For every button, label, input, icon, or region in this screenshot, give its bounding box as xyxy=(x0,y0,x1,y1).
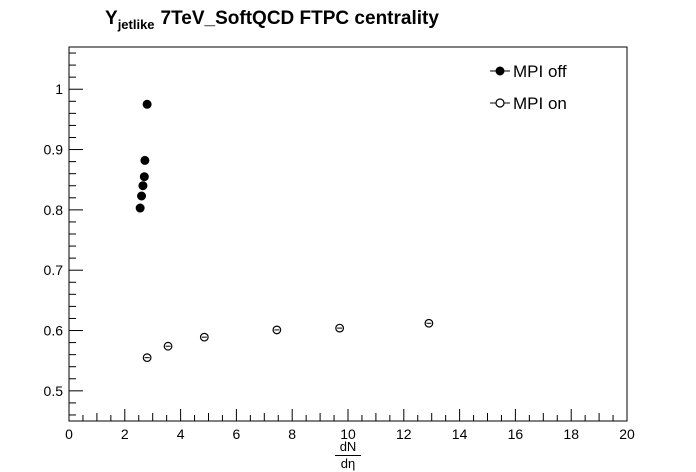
mpi-off-point xyxy=(140,155,150,165)
mpi-off-point xyxy=(135,203,145,213)
chart-title: Yjetlike 7TeV_SoftQCD FTPC centrality xyxy=(105,8,439,32)
x-axis-label-numerator: dN xyxy=(339,439,357,454)
y-tick-label: 0.6 xyxy=(44,323,64,339)
x-axis-label-denominator: dη xyxy=(340,456,356,471)
x-tick-label: 12 xyxy=(396,426,412,442)
title-rest: 7TeV_SoftQCD FTPC centrality xyxy=(160,8,439,29)
title-subscript: jetlike xyxy=(117,17,155,32)
x-axis-label: dN dη xyxy=(335,440,361,471)
legend-mpi-off-label: MPI off xyxy=(513,62,567,81)
legend: MPI off MPI on xyxy=(490,62,567,113)
mpi-off-point xyxy=(142,99,152,109)
fraction-line xyxy=(335,455,361,456)
title-main: Y xyxy=(105,8,118,29)
y-tick-label: 1 xyxy=(55,81,63,97)
x-tick-label: 18 xyxy=(563,426,579,442)
legend-mpi-on-marker xyxy=(495,98,505,108)
mpi-off-point xyxy=(137,191,147,201)
y-tick-label: 0.7 xyxy=(44,262,64,278)
mpi-off-point xyxy=(138,181,148,191)
data-markers xyxy=(135,99,434,363)
legend-mpi-on-label: MPI on xyxy=(513,94,567,113)
x-tick-label: 16 xyxy=(508,426,524,442)
x-tick-label: 6 xyxy=(233,426,241,442)
x-tick-label: 0 xyxy=(65,426,73,442)
x-tick-label: 2 xyxy=(121,426,129,442)
y-tick-label: 0.9 xyxy=(44,142,64,158)
x-tick-label: 10 xyxy=(340,426,356,442)
legend-mpi-off-marker xyxy=(495,66,505,76)
x-tick-label: 20 xyxy=(619,426,635,442)
x-tick-label: 14 xyxy=(452,426,468,442)
y-axis: 0.5 0.6 0.7 0.8 0.9 1 xyxy=(44,52,83,416)
y-tick-label: 0.5 xyxy=(44,383,64,399)
mpi-off-point xyxy=(139,172,149,182)
x-tick-label: 4 xyxy=(177,426,185,442)
x-tick-label: 8 xyxy=(288,426,296,442)
y-tick-label: 0.8 xyxy=(44,202,64,218)
x-axis: 0 2 4 6 8 10 12 14 16 18 20 xyxy=(65,409,635,442)
